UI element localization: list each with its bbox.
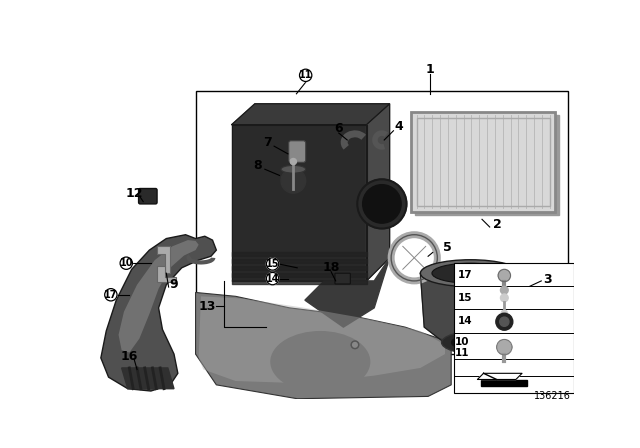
Ellipse shape: [270, 331, 371, 392]
Bar: [454, 263, 575, 392]
Polygon shape: [500, 340, 508, 347]
Ellipse shape: [281, 165, 306, 173]
Circle shape: [105, 289, 117, 301]
Circle shape: [363, 185, 401, 223]
Circle shape: [266, 258, 279, 270]
Polygon shape: [504, 340, 512, 347]
FancyBboxPatch shape: [335, 273, 350, 284]
Circle shape: [500, 317, 509, 326]
Circle shape: [501, 310, 508, 316]
FancyBboxPatch shape: [289, 141, 306, 162]
Bar: [417, 118, 550, 206]
Polygon shape: [481, 380, 527, 386]
Circle shape: [500, 286, 508, 294]
Polygon shape: [420, 273, 528, 354]
Text: 15: 15: [458, 293, 472, 303]
Circle shape: [496, 313, 513, 330]
Polygon shape: [232, 104, 390, 125]
Polygon shape: [305, 258, 390, 327]
Polygon shape: [415, 116, 559, 215]
Text: 11: 11: [299, 70, 312, 80]
Polygon shape: [367, 104, 390, 281]
Circle shape: [353, 343, 357, 347]
Ellipse shape: [451, 334, 505, 351]
Text: 136216: 136216: [534, 391, 572, 401]
Text: 7: 7: [264, 136, 272, 149]
Ellipse shape: [442, 331, 515, 354]
Text: 10: 10: [455, 337, 469, 347]
Polygon shape: [232, 125, 367, 281]
Text: 5: 5: [443, 241, 452, 254]
Bar: [411, 112, 555, 211]
Bar: [196, 90, 568, 354]
Text: 17: 17: [104, 290, 118, 300]
Text: 2: 2: [493, 218, 502, 231]
Text: 15: 15: [266, 259, 279, 269]
Ellipse shape: [420, 260, 520, 287]
Polygon shape: [497, 340, 504, 347]
Circle shape: [300, 69, 312, 82]
Text: 12: 12: [125, 187, 143, 200]
Text: 8: 8: [253, 159, 262, 172]
Text: 9: 9: [170, 278, 179, 291]
Circle shape: [120, 257, 132, 269]
Text: 13: 13: [198, 300, 216, 313]
Circle shape: [498, 269, 511, 282]
Polygon shape: [157, 266, 175, 282]
Text: 18: 18: [323, 261, 340, 274]
Polygon shape: [198, 296, 445, 383]
Polygon shape: [118, 240, 198, 353]
Circle shape: [500, 294, 508, 302]
Text: 10: 10: [120, 258, 133, 268]
Text: 17: 17: [458, 270, 472, 280]
Polygon shape: [101, 235, 216, 391]
Circle shape: [357, 179, 406, 228]
Polygon shape: [497, 347, 504, 354]
Text: 6: 6: [335, 122, 343, 135]
Text: 11: 11: [455, 348, 469, 358]
FancyBboxPatch shape: [139, 189, 157, 204]
Circle shape: [266, 272, 279, 285]
Polygon shape: [500, 347, 508, 354]
Polygon shape: [122, 368, 174, 389]
Polygon shape: [504, 347, 512, 354]
Text: 16: 16: [121, 350, 138, 363]
Text: 14: 14: [458, 316, 472, 326]
Polygon shape: [477, 373, 522, 379]
Text: 4: 4: [394, 121, 403, 134]
Ellipse shape: [432, 263, 509, 283]
Circle shape: [351, 341, 359, 349]
Polygon shape: [196, 293, 451, 399]
Text: 14: 14: [266, 274, 279, 284]
Circle shape: [291, 159, 296, 165]
Polygon shape: [157, 246, 170, 273]
Circle shape: [281, 168, 306, 193]
Text: 3: 3: [543, 273, 552, 286]
Text: 1: 1: [425, 63, 434, 76]
